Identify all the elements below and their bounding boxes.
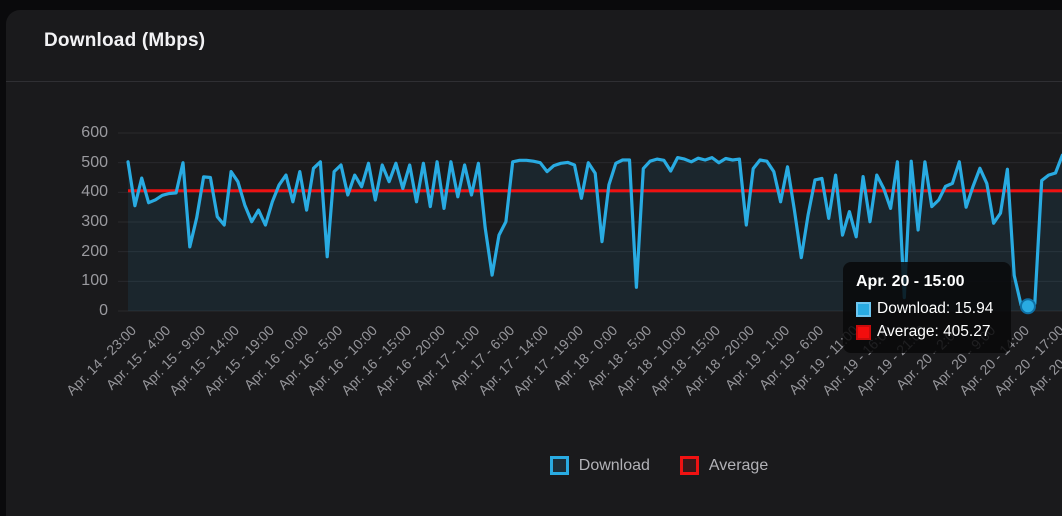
header-divider (6, 81, 1062, 82)
tooltip-average-swatch-icon (856, 324, 871, 340)
tooltip-title: Apr. 20 - 15:00 (856, 273, 965, 290)
legend-label-download: Download (578, 456, 650, 474)
chart-title: Download (Mbps) (44, 30, 206, 51)
tooltip-download-swatch-icon (856, 301, 871, 317)
y-axis-tick-label: 0 (99, 302, 108, 319)
y-axis-tick-label: 500 (81, 153, 108, 171)
tooltip-download-text: Download: 15.94 (877, 300, 994, 317)
average-legend-swatch-icon (679, 456, 699, 475)
tooltip-average-text: Average: 405.27 (877, 323, 991, 340)
legend-item-average[interactable]: Average (679, 456, 769, 475)
y-axis-tick-label: 100 (81, 272, 108, 290)
y-axis-tick-label: 600 (81, 124, 108, 141)
chart-legend: Download Average (128, 456, 1062, 475)
y-axis-tick-label: 200 (81, 242, 108, 260)
legend-item-download[interactable]: Download (549, 456, 650, 475)
legend-label-average: Average (708, 456, 769, 474)
download-legend-swatch-icon (549, 456, 569, 475)
y-axis-tick-label: 400 (81, 183, 108, 201)
card-header: Download (Mbps) (6, 10, 1062, 81)
tooltip-row-average: Average: 405.27 (856, 323, 998, 341)
chart-tooltip: Apr. 20 - 15:00 Download: 15.94 Average:… (843, 262, 1011, 353)
tooltip-row-download: Download: 15.94 (856, 300, 998, 318)
y-axis-tick-label: 300 (81, 213, 108, 230)
